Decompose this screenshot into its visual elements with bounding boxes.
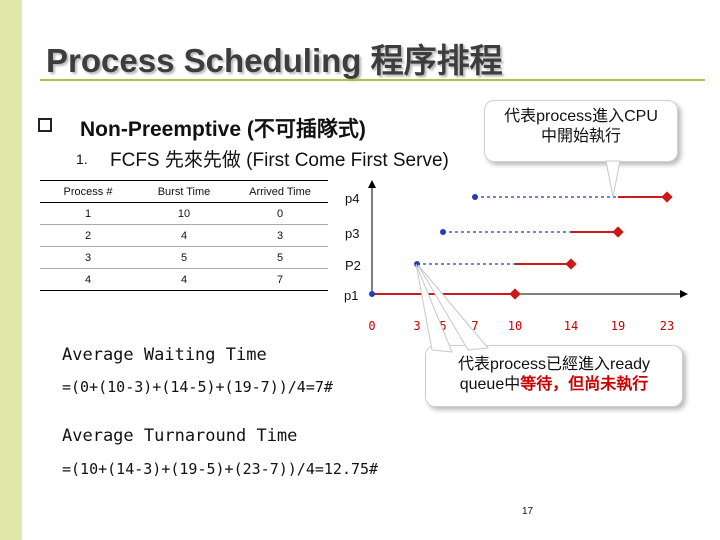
tick-label: 0 <box>368 319 375 333</box>
decorative-side-stripe <box>0 0 22 540</box>
arrival-point <box>369 291 375 297</box>
table-cell: 4 <box>136 268 232 291</box>
table-row: 1 10 0 <box>40 202 328 225</box>
average-turnaround-label: Average Turnaround Time <box>62 426 298 446</box>
header-arrived-time: Arrived Time <box>232 180 328 203</box>
table-cell: 5 <box>232 246 328 269</box>
tick-label: 19 <box>611 319 625 333</box>
tick-label: 3 <box>413 319 420 333</box>
table-cell: 2 <box>40 224 136 247</box>
table-cell: 10 <box>136 202 232 225</box>
table-row: 3 5 5 <box>40 246 328 269</box>
callout-cpu-start: 代表process進入CPU 中開始執行 <box>484 100 678 162</box>
tick-label: 5 <box>439 319 446 333</box>
end-marker <box>661 191 673 203</box>
tick-label: 10 <box>508 319 522 333</box>
table-row: 2 4 3 <box>40 224 328 247</box>
tick-label: 23 <box>660 319 674 333</box>
callout-text: 中開始執行 <box>540 128 621 145</box>
arrival-point <box>414 261 420 267</box>
table-cell: 4 <box>40 268 136 291</box>
average-waiting-label: Average Waiting Time <box>62 345 267 365</box>
table-cell: 3 <box>232 224 328 247</box>
list-item-fcfs: FCFS 先來先做 (First Come First Serve) <box>110 150 449 171</box>
slide-title: Process Scheduling 程序排程 <box>46 42 503 79</box>
x-axis-arrow <box>680 290 688 298</box>
page-number: 17 <box>522 506 534 517</box>
end-marker <box>565 258 577 270</box>
end-marker <box>509 288 521 300</box>
tick-label: 14 <box>564 319 578 333</box>
list-number: 1. <box>76 151 88 167</box>
arrival-point <box>472 194 478 200</box>
callout-text-line: queue中等待，但尚未執行 <box>426 375 682 395</box>
table-cell: 3 <box>40 246 136 269</box>
header-burst-time: Burst Time <box>136 180 232 203</box>
gantt-chart: 0 3 5 7 10 14 19 23 p4 p3 P2 p1 <box>344 180 688 333</box>
y-axis-arrow <box>368 180 376 188</box>
average-waiting-formula: =(0+(10-3)+(14-5)+(19-7))/4=7# <box>62 378 333 396</box>
table-header-row: Process # Burst Time Arrived Time <box>40 180 328 203</box>
callout-ready-queue: 代表process已經進入ready queue中等待，但尚未執行 <box>425 345 683 407</box>
end-marker <box>612 226 624 238</box>
row-label: p1 <box>344 288 358 303</box>
callout-text: 代表process已經進入ready <box>457 356 651 373</box>
square-bullet-icon <box>38 118 52 132</box>
title-underline <box>40 79 705 81</box>
row-label: p4 <box>345 191 359 206</box>
callout-text: 代表process進入CPU <box>504 108 658 125</box>
table-cell: 1 <box>40 202 136 225</box>
table-row: 4 4 7 <box>40 268 328 291</box>
table-cell: 4 <box>136 224 232 247</box>
header-process: Process # <box>40 180 136 203</box>
callout-highlight: 等待，但尚未執行 <box>520 376 649 393</box>
table-cell: 0 <box>232 202 328 225</box>
table-cell: 7 <box>232 268 328 291</box>
callout-text: queue中 <box>459 376 521 393</box>
row-label: p3 <box>345 226 359 241</box>
tick-label: 7 <box>471 319 478 333</box>
arrival-point <box>440 229 446 235</box>
section-heading: Non-Preemptive (不可插隊式) <box>80 118 366 141</box>
table-cell: 5 <box>136 246 232 269</box>
row-label: P2 <box>345 258 361 273</box>
average-turnaround-formula: =(10+(14-3)+(19-5)+(23-7))/4=12.75# <box>62 460 379 478</box>
process-table: Process # Burst Time Arrived Time 1 10 0… <box>40 180 328 291</box>
